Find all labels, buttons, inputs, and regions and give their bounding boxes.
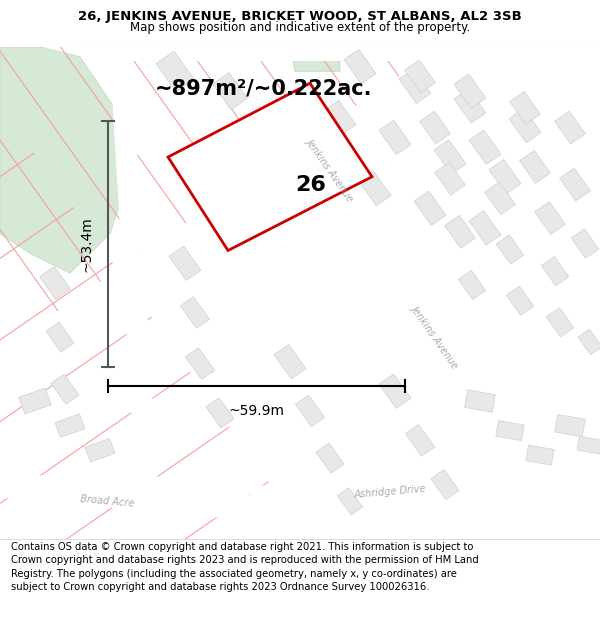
Polygon shape — [290, 47, 340, 71]
Polygon shape — [169, 246, 201, 281]
Polygon shape — [304, 152, 336, 186]
Text: 26, JENKINS AVENUE, BRICKET WOOD, ST ALBANS, AL2 3SB: 26, JENKINS AVENUE, BRICKET WOOD, ST ALB… — [78, 10, 522, 23]
Text: ~897m²/~0.222ac.: ~897m²/~0.222ac. — [155, 78, 373, 98]
Polygon shape — [168, 83, 372, 251]
Polygon shape — [458, 271, 486, 299]
Polygon shape — [51, 374, 79, 404]
Polygon shape — [249, 457, 600, 512]
Polygon shape — [571, 229, 599, 258]
Text: Jenkins Avenue: Jenkins Avenue — [305, 136, 355, 203]
Text: ~53.4m: ~53.4m — [80, 216, 94, 271]
Polygon shape — [489, 159, 521, 194]
Polygon shape — [206, 398, 234, 428]
Polygon shape — [404, 60, 436, 92]
Polygon shape — [324, 101, 356, 135]
Polygon shape — [445, 216, 475, 248]
Polygon shape — [509, 91, 541, 124]
Polygon shape — [560, 168, 590, 201]
Polygon shape — [434, 140, 466, 174]
Polygon shape — [55, 414, 85, 437]
Polygon shape — [185, 348, 215, 379]
Polygon shape — [337, 488, 362, 515]
Polygon shape — [379, 120, 411, 154]
Polygon shape — [344, 49, 376, 84]
Polygon shape — [578, 329, 600, 355]
Polygon shape — [554, 111, 586, 144]
Polygon shape — [399, 69, 431, 103]
Text: Jenkins Avenue: Jenkins Avenue — [410, 304, 460, 371]
Polygon shape — [359, 171, 391, 206]
Text: Ashridge Drive: Ashridge Drive — [353, 483, 427, 499]
Polygon shape — [0, 472, 321, 527]
Polygon shape — [46, 322, 74, 352]
Polygon shape — [279, 107, 571, 459]
Polygon shape — [464, 390, 496, 412]
Polygon shape — [554, 414, 586, 437]
Polygon shape — [535, 202, 565, 234]
Polygon shape — [156, 51, 194, 92]
Polygon shape — [419, 111, 451, 144]
Polygon shape — [454, 89, 486, 123]
Polygon shape — [496, 421, 524, 441]
Polygon shape — [454, 74, 486, 108]
Polygon shape — [431, 469, 459, 499]
Polygon shape — [509, 108, 541, 142]
Polygon shape — [577, 436, 600, 454]
Polygon shape — [541, 257, 569, 286]
Text: ~59.9m: ~59.9m — [229, 404, 284, 418]
Polygon shape — [526, 445, 554, 465]
Text: 26: 26 — [295, 174, 326, 194]
Polygon shape — [496, 235, 524, 264]
Polygon shape — [469, 130, 501, 164]
Text: Map shows position and indicative extent of the property.: Map shows position and indicative extent… — [130, 21, 470, 34]
Polygon shape — [379, 374, 411, 408]
Text: Broad Acre: Broad Acre — [80, 494, 135, 509]
Polygon shape — [295, 395, 325, 427]
Polygon shape — [506, 286, 534, 315]
Polygon shape — [181, 297, 209, 328]
Polygon shape — [109, 46, 161, 539]
Polygon shape — [546, 308, 574, 337]
Polygon shape — [316, 443, 344, 473]
Text: Contains OS data © Crown copyright and database right 2021. This information is : Contains OS data © Crown copyright and d… — [11, 542, 479, 592]
Polygon shape — [469, 211, 501, 245]
Polygon shape — [406, 424, 434, 456]
Polygon shape — [19, 388, 51, 414]
Polygon shape — [85, 439, 115, 462]
Polygon shape — [40, 267, 70, 299]
Polygon shape — [485, 182, 515, 215]
Polygon shape — [212, 72, 247, 109]
Polygon shape — [520, 151, 550, 183]
Polygon shape — [0, 47, 130, 273]
Polygon shape — [130, 33, 410, 61]
Polygon shape — [274, 344, 306, 379]
Polygon shape — [414, 191, 446, 226]
Polygon shape — [434, 162, 466, 195]
